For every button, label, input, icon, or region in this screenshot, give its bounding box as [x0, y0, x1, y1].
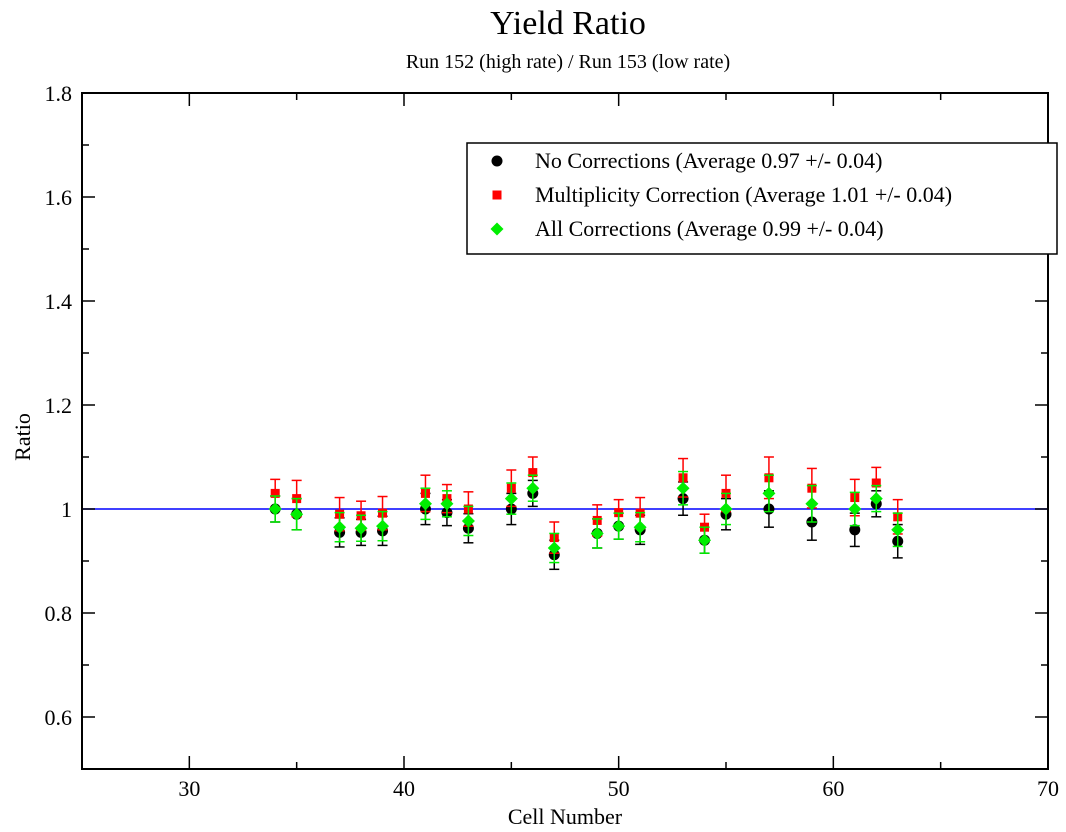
- y-tick-label: 1.6: [45, 185, 73, 210]
- plot-frame: [81, 92, 1049, 770]
- data-point: [891, 523, 905, 537]
- data-point: [268, 502, 282, 516]
- x-tick-label: 60: [822, 776, 844, 801]
- y-tick-label: 1.4: [45, 289, 73, 314]
- x-tick-label: 50: [608, 776, 630, 801]
- data-point: [869, 492, 883, 506]
- data-point: [849, 524, 861, 536]
- x-axis-label: Cell Number: [508, 804, 623, 829]
- data-point: [547, 541, 561, 555]
- legend: No Corrections (Average 0.97 +/- 0.04) Mu…: [466, 142, 1058, 255]
- data-point: [270, 488, 280, 498]
- legend-box: [466, 142, 1058, 255]
- data-point: [354, 521, 368, 535]
- data-point: [526, 481, 540, 495]
- legend-label: All Corrections (Average 0.99 +/- 0.04): [535, 216, 884, 241]
- legend-marker-square: [492, 190, 502, 200]
- data-point: [848, 502, 862, 516]
- data-point: [590, 526, 604, 540]
- y-tick-label: 1: [61, 497, 72, 522]
- x-tick-label: 30: [178, 776, 200, 801]
- plot-area: 30 40 50 60 70 0.6 0.8 1 1.2 1.4 1.6 1.8: [45, 81, 1060, 801]
- data-point: [528, 468, 538, 478]
- data-point: [333, 520, 347, 534]
- data-point: [719, 502, 733, 516]
- y-tick-label: 0.8: [45, 601, 73, 626]
- data-point: [676, 481, 690, 495]
- data-point: [504, 492, 518, 506]
- data-point: [871, 478, 881, 488]
- series-circle: [269, 479, 904, 571]
- data-point: [762, 486, 776, 500]
- data-point: [805, 497, 819, 511]
- y-tick-label: 1.2: [45, 393, 73, 418]
- data-point: [290, 507, 304, 521]
- chart-subtitle: Run 152 (high rate) / Run 153 (low rate): [406, 51, 730, 73]
- data-point: [418, 497, 432, 511]
- data-point: [698, 533, 712, 547]
- legend-label: No Corrections (Average 0.97 +/- 0.04): [535, 148, 882, 173]
- x-tick-label: 70: [1037, 776, 1059, 801]
- data-point: [461, 514, 475, 528]
- y-axis-label: Ratio: [10, 413, 35, 461]
- data-point: [440, 497, 454, 511]
- y-tick-label: 0.6: [45, 705, 73, 730]
- y-tick-label: 1.8: [45, 81, 73, 106]
- data-point: [633, 520, 647, 534]
- data-point: [612, 519, 626, 533]
- legend-marker-diamond: [490, 222, 504, 236]
- series-diamond: [268, 470, 905, 564]
- x-tick-label: 40: [393, 776, 415, 801]
- data-point: [376, 519, 390, 533]
- legend-label: Multiplicity Correction (Average 1.01 +/…: [535, 182, 952, 207]
- legend-marker-circle: [491, 155, 503, 167]
- chart-title: Yield Ratio: [490, 5, 646, 42]
